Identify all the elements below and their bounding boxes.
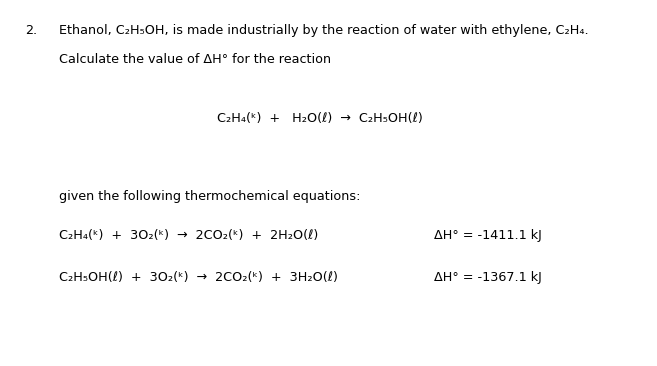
- Text: C₂H₄(ᵏ)  +   H₂O(ℓ)  →  C₂H₅OH(ℓ): C₂H₄(ᵏ) + H₂O(ℓ) → C₂H₅OH(ℓ): [217, 112, 422, 125]
- Text: ΔH° = -1367.1 kJ: ΔH° = -1367.1 kJ: [434, 271, 541, 284]
- Text: C₂H₄(ᵏ)  +  3O₂(ᵏ)  →  2CO₂(ᵏ)  +  2H₂O(ℓ): C₂H₄(ᵏ) + 3O₂(ᵏ) → 2CO₂(ᵏ) + 2H₂O(ℓ): [59, 229, 319, 242]
- Text: C₂H₅OH(ℓ)  +  3O₂(ᵏ)  →  2CO₂(ᵏ)  +  3H₂O(ℓ): C₂H₅OH(ℓ) + 3O₂(ᵏ) → 2CO₂(ᵏ) + 3H₂O(ℓ): [59, 271, 338, 284]
- Text: 2.: 2.: [25, 24, 37, 37]
- Text: given the following thermochemical equations:: given the following thermochemical equat…: [59, 190, 361, 203]
- Text: Ethanol, C₂H₅OH, is made industrially by the reaction of water with ethylene, C₂: Ethanol, C₂H₅OH, is made industrially by…: [59, 24, 589, 37]
- Text: Calculate the value of ΔH° for the reaction: Calculate the value of ΔH° for the react…: [59, 53, 331, 66]
- Text: ΔH° = -1411.1 kJ: ΔH° = -1411.1 kJ: [434, 229, 541, 242]
